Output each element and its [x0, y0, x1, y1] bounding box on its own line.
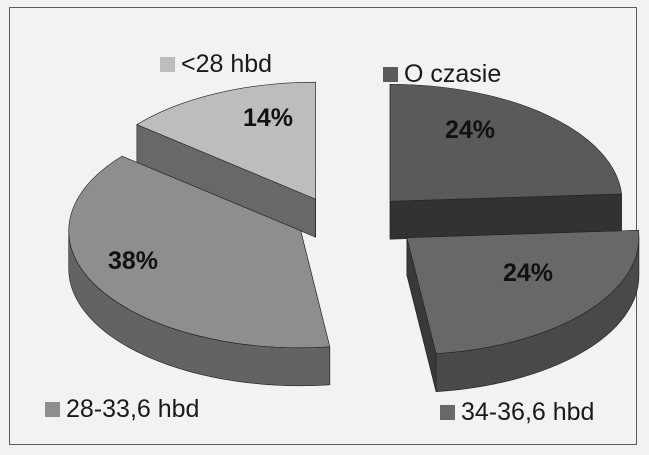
- pie-slice-28-33: [68, 155, 331, 387]
- legend-label-28-33: 28-33,6 hbd: [66, 395, 200, 423]
- chart-frame: [9, 7, 637, 445]
- legend-swatch-o-czasie: [383, 67, 398, 82]
- pie-slice-top-lt28: [136, 81, 316, 200]
- data-label-28-33: 38%: [108, 247, 158, 275]
- pie-slice-lt28: [136, 81, 316, 238]
- data-label-34-36: 24%: [503, 259, 553, 287]
- legend-item-o-czasie: O czasie: [383, 60, 501, 89]
- pie-slice-o-czasie: [389, 83, 622, 240]
- legend-label-o-czasie: O czasie: [404, 60, 502, 88]
- pie-slice-top-28-33: [68, 155, 331, 349]
- data-label-lt28: 14%: [243, 104, 293, 132]
- legend-item-28-33: 28-33,6 hbd: [45, 395, 199, 424]
- legend-item-34-36: 34-36,6 hbd: [440, 398, 594, 427]
- data-label-o-czasie: 24%: [445, 116, 495, 144]
- legend-swatch-28-33: [45, 402, 60, 417]
- legend-label-lt28: <28 hbd: [181, 50, 273, 78]
- pie-slice-top-34-36: [406, 229, 640, 355]
- legend-item-lt28: <28 hbd: [160, 50, 272, 79]
- legend-swatch-34-36: [440, 405, 455, 420]
- legend-swatch-lt28: [160, 57, 175, 72]
- pie-slice-top-o-czasie: [389, 83, 622, 202]
- legend-label-34-36: 34-36,6 hbd: [461, 398, 595, 426]
- pie-slice-34-36: [406, 229, 640, 393]
